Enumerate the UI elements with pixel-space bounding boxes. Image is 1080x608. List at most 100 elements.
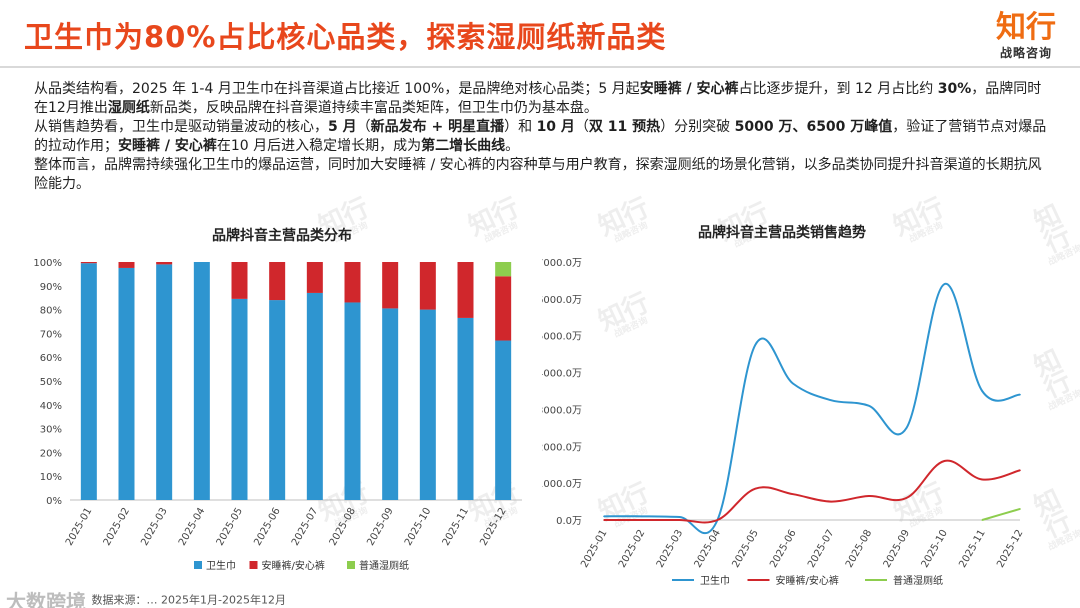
x-tick-label: 2025-03: [139, 506, 169, 548]
bar-segment: [80, 262, 97, 264]
body-text: 。: [505, 138, 520, 154]
bar-segment: [495, 276, 512, 341]
bar-segment: [156, 262, 173, 265]
data-source: 数据来源：… 2025年1月-2025年12月: [91, 593, 286, 607]
platform-watermark: 大数跨境: [6, 590, 86, 608]
highlight-text: 新品发布 + 明星直播: [370, 119, 505, 135]
body-text: 从品类结构看，2025 年 1-4 月卫生巾在抖音渠道占比接近 100%，是品牌…: [34, 81, 640, 97]
brand-logo: 知行 战略咨询: [996, 12, 1056, 61]
bar-segment: [193, 262, 210, 500]
y-tick-label: 50%: [40, 377, 62, 388]
highlight-text: 10 月: [536, 119, 575, 135]
analysis-paragraph-1: 从品类结构看，2025 年 1-4 月卫生巾在抖音渠道占比接近 100%，是品牌…: [34, 80, 1054, 118]
data-point: [754, 487, 757, 490]
body-text: 整体而言，品牌需持续强化卫生巾的爆品运营，同时加大安睡裤 / 安心裤的内容种草与…: [34, 157, 1042, 192]
legend-swatch: [347, 561, 355, 569]
bar-segment: [495, 340, 512, 500]
data-point: [603, 515, 605, 518]
y-tick-label: 6000.0万: [542, 295, 582, 306]
data-point: [867, 404, 870, 407]
bar-segment: [419, 262, 436, 310]
legend-label: 安睡裤/安心裤: [776, 574, 839, 587]
highlight-text: 5 月: [328, 119, 357, 135]
highlight-text: 30%: [937, 81, 972, 97]
data-point: [830, 500, 832, 503]
x-tick-label: 2025-08: [844, 528, 874, 570]
data-point: [981, 390, 983, 392]
data-point: [1019, 469, 1021, 472]
y-tick-label: 40%: [40, 401, 62, 412]
bar-segment: [382, 262, 399, 309]
series-line: [603, 283, 1021, 535]
x-tick-label: 2025-10: [920, 528, 950, 570]
x-tick-label: 2025-02: [617, 528, 647, 570]
body-text: （: [574, 119, 589, 135]
x-tick-label: 2025-05: [215, 506, 245, 548]
highlight-text: 湿厕纸: [107, 100, 150, 116]
x-tick-label: 2025-04: [693, 528, 723, 570]
chart-title: 品牌抖音主营品类销售趋势: [698, 224, 866, 241]
bar-segment: [344, 302, 361, 500]
data-point: [867, 495, 870, 497]
data-point: [830, 399, 832, 402]
y-tick-label: 30%: [40, 425, 62, 436]
y-tick-label: 4000.0万: [542, 369, 582, 380]
x-tick-label: 2025-09: [365, 506, 395, 548]
legend-swatch: [194, 561, 202, 569]
data-point: [678, 516, 681, 518]
bar-segment: [344, 262, 361, 303]
x-tick-label: 2025-11: [957, 528, 987, 570]
bar-segment: [495, 262, 512, 277]
logo-sub-text: 战略咨询: [999, 46, 1052, 60]
legend-label: 卫生巾: [206, 559, 236, 572]
body-text: 占比逐步提升，到 12 月占比约: [738, 81, 938, 97]
y-tick-label: 5000.0万: [542, 332, 582, 343]
bar-segment: [269, 262, 286, 301]
category-distribution-chart: 品牌抖音主营品类分布 0% 10% 20% 30% 40% 50% 60% 70% 80% 90% 1…: [22, 210, 542, 580]
body-text: ）和: [504, 119, 537, 135]
x-tick-label: 2025-11: [441, 506, 471, 548]
body-text: ，品牌同时在12月推出: [34, 81, 1042, 116]
body-text: 从销售趋势看，卫生巾是驱动销量波动的核心，: [34, 119, 328, 135]
data-point: [1019, 508, 1021, 510]
data-point: [981, 519, 983, 521]
data-point: [1019, 393, 1021, 396]
data-point: [641, 515, 643, 518]
data-point: [943, 460, 946, 462]
bar-segment: [419, 309, 436, 500]
body-text: ，验证了营销节点对爆品的拉动作用；: [34, 119, 1047, 154]
data-point: [792, 382, 794, 385]
sales-trend-chart: 品牌抖音主营品类销售趋势 0.0万 1000.0万 2000.0万 3000.0万 400…: [542, 210, 1074, 595]
x-tick-label: 2025-12: [478, 506, 508, 548]
chart-title: 品牌抖音主营品类分布: [212, 227, 352, 244]
x-tick-label: 2025-03: [655, 528, 685, 570]
x-tick-label: 2025-08: [328, 506, 358, 548]
series-line: [981, 507, 1021, 521]
x-tick-label: 2025-10: [403, 506, 433, 548]
y-tick-label: 80%: [40, 306, 62, 317]
x-tick-label: 2025-02: [102, 506, 132, 548]
highlight-text: 安睡裤 / 安心裤: [118, 138, 217, 154]
y-tick-label: 7000.0万: [542, 258, 582, 269]
analysis-paragraph-2: 从销售趋势看，卫生巾是驱动销量波动的核心，5 月（新品发布 + 明星直播）和 1…: [34, 118, 1054, 156]
x-tick-label: 2025-05: [730, 528, 760, 570]
legend-swatch: [249, 561, 258, 569]
sales-trend-svg: 品牌抖音主营品类销售趋势 0.0万 1000.0万 2000.0万 3000.0万 400…: [542, 224, 1026, 587]
data-point: [792, 493, 794, 496]
data-point: [943, 283, 946, 285]
bar-segment: [80, 263, 97, 500]
highlight-text: 5000 万、6500 万峰值: [734, 119, 893, 135]
data-point: [603, 519, 605, 521]
y-tick-label: 1000.0万: [542, 479, 582, 490]
bar-segment: [457, 262, 474, 318]
body-text: （: [356, 119, 371, 135]
header-divider: [0, 66, 1080, 68]
category-distribution-svg: 品牌抖音主营品类分布 0% 10% 20% 30% 40% 50% 60% 70% 80% 90% 1…: [33, 227, 522, 572]
y-tick-label: 2000.0万: [542, 442, 582, 453]
body-text: 新品类，反映品牌在抖音渠道持续丰富品类矩阵，但卫生巾仍为基本盘。: [149, 100, 598, 116]
bar-segment: [231, 298, 248, 500]
legend-label: 安睡裤/安心裤: [262, 559, 325, 572]
y-tick-label: 60%: [40, 353, 62, 364]
highlight-text: 双 11 预热: [588, 119, 661, 135]
analysis-paragraph-3: 整体而言，品牌需持续强化卫生巾的爆品运营，同时加大安睡裤 / 安心裤的内容种草与…: [34, 156, 1054, 194]
